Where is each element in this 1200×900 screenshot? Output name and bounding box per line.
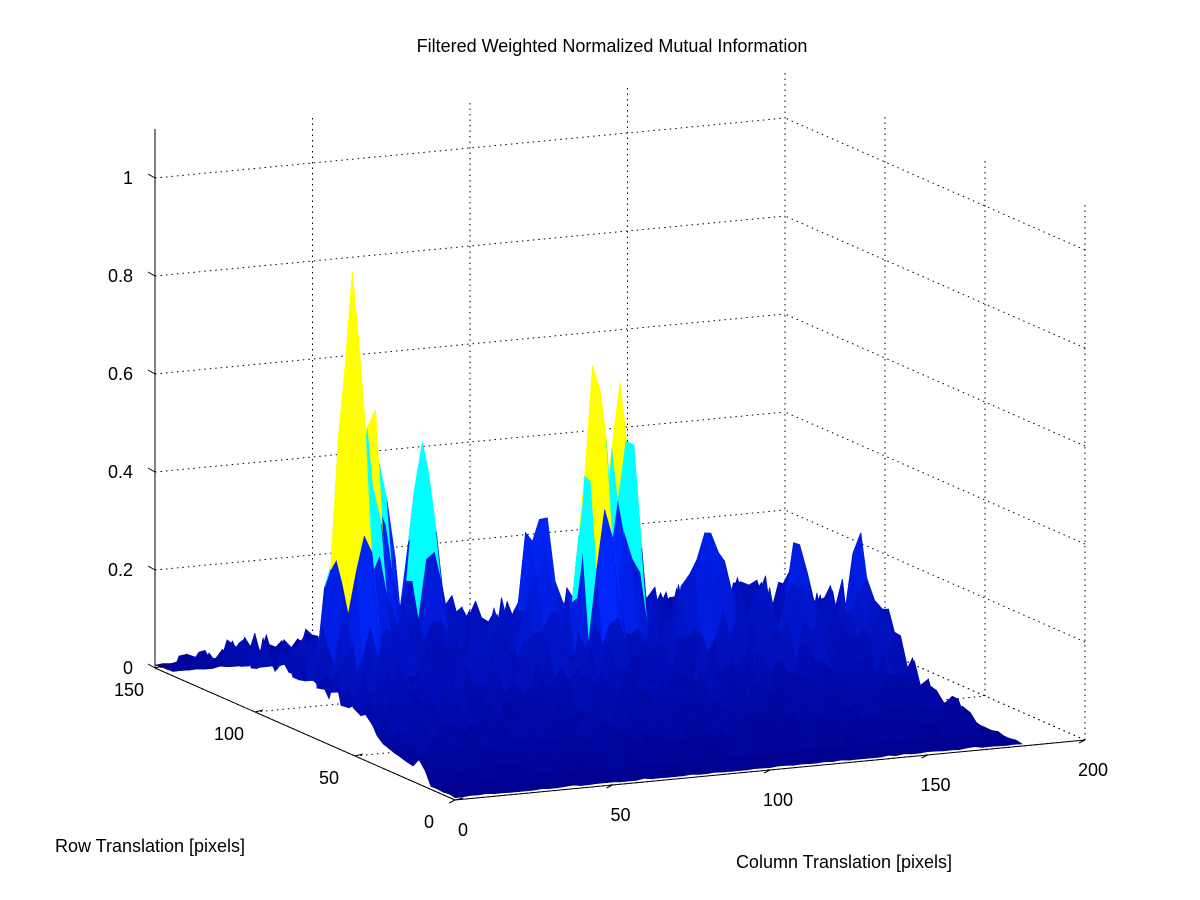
y-tick-label: 0: [424, 812, 434, 832]
z-tick-mark: [147, 271, 156, 277]
x-tick-mark: [1078, 739, 1086, 744]
chart-title: Filtered Weighted Normalized Mutual Info…: [417, 36, 808, 56]
z-tick-label: 0.4: [108, 462, 133, 482]
z-tick-mark: [147, 173, 156, 179]
gridline-side-z: [784, 215, 1086, 349]
y-tick-mark: [154, 665, 164, 669]
z-tick-mark: [147, 467, 156, 473]
x-tick-label: 200: [1078, 760, 1108, 780]
y-tick-mark: [354, 753, 364, 757]
z-tick-mark: [147, 565, 156, 571]
z-tick-label: 0.6: [108, 364, 133, 384]
z-tick-mark: [147, 663, 156, 669]
x-tick-label: 150: [920, 775, 950, 795]
gridline-back-z: [154, 313, 786, 375]
gridline-back-z: [154, 411, 786, 473]
x-tick-mark: [763, 769, 771, 774]
x-tick-mark: [606, 784, 613, 789]
gridline-back-z: [154, 509, 786, 571]
y-axis-label: Row Translation [pixels]: [55, 836, 245, 856]
z-tick-label: 1: [123, 168, 133, 188]
x-tick-mark: [448, 799, 456, 804]
y-tick-label: 150: [114, 680, 144, 700]
z-tick-label: 0.2: [108, 560, 133, 580]
x-tick-label: 100: [763, 790, 793, 810]
y-tick-label: 50: [319, 768, 339, 788]
z-tick-label: 0: [123, 658, 133, 678]
x-tick-mark: [921, 754, 928, 759]
y-tick-mark: [254, 709, 264, 713]
x-tick-label: 0: [458, 820, 468, 840]
gridline-back-z: [154, 215, 786, 277]
gridline-side-z: [784, 117, 1086, 251]
x-axis-label: Column Translation [pixels]: [736, 852, 952, 872]
gridline-side-z: [784, 411, 1086, 545]
y-tick-mark: [454, 797, 464, 801]
gridline-side-z: [784, 313, 1086, 447]
y-tick-label: 100: [214, 724, 244, 744]
surface-patch: [1007, 739, 1023, 745]
z-tick-mark: [147, 369, 156, 375]
surface-layer: [154, 271, 1023, 799]
y-axis-line: [154, 667, 456, 801]
gridline-back-z: [154, 117, 786, 179]
z-tick-label: 0.8: [108, 266, 133, 286]
x-tick-label: 50: [610, 805, 630, 825]
